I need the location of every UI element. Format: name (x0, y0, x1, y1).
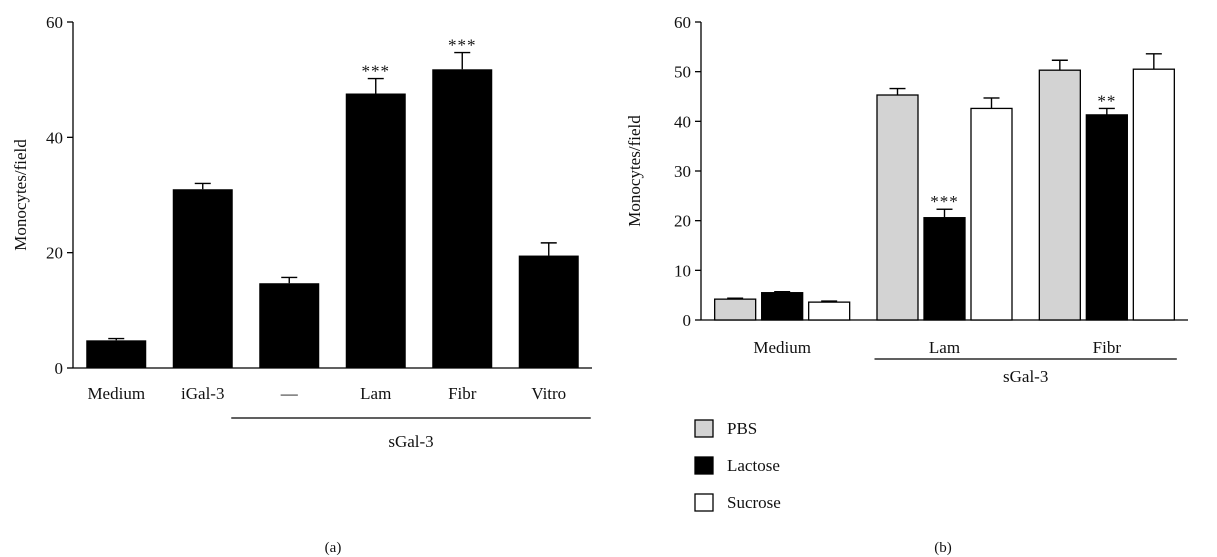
panel-label: (a) (325, 540, 342, 556)
legend-swatch (694, 419, 714, 438)
x-tick-label: Fibr (448, 384, 477, 403)
x-tick-label: iGal-3 (181, 384, 224, 403)
bar (761, 292, 804, 321)
bar (808, 301, 851, 321)
x-tick-label: Vitro (531, 384, 566, 403)
legend-swatch (694, 456, 714, 475)
bar (259, 283, 320, 368)
group-label: sGal-3 (388, 432, 433, 451)
legend-label: PBS (727, 419, 757, 438)
group-label: sGal-3 (1003, 367, 1048, 386)
bar (518, 255, 579, 368)
y-tick-label: 0 (55, 359, 64, 378)
bar (1132, 68, 1175, 321)
legend-label: Sucrose (727, 493, 781, 512)
x-tick-label: Lam (360, 384, 391, 403)
significance-marker: *** (448, 36, 477, 55)
bar (172, 189, 233, 368)
y-tick-label: 0 (683, 311, 692, 330)
bar (1085, 114, 1128, 321)
y-tick-label: 40 (46, 128, 63, 147)
panel-b-grouped-bar-chart: 0 10 20 30 40 50 60 Monocytes/field Medium *** Lam… (625, 13, 1188, 556)
y-axis-label: Monocytes/field (11, 139, 30, 251)
bar (876, 94, 919, 321)
panel-a-bar-chart: 0 20 40 60 Monocytes/field Medium iGal-3 — *** La… (11, 13, 592, 556)
y-tick-label: 60 (674, 13, 691, 32)
legend-swatch (694, 493, 714, 512)
bar (714, 298, 757, 321)
y-tick-label: 20 (46, 244, 63, 263)
panel-label: (b) (934, 540, 952, 556)
y-tick-label: 50 (674, 63, 691, 82)
x-tick-label: Medium (87, 384, 145, 403)
x-tick-label: Medium (753, 338, 811, 357)
y-tick-label: 40 (674, 112, 691, 131)
bar (432, 69, 493, 368)
bar (345, 93, 406, 369)
y-tick-label: 20 (674, 212, 691, 231)
bar (86, 340, 147, 368)
x-tick-label: Fibr (1093, 338, 1122, 357)
x-tick-label: — (280, 384, 299, 403)
bar (923, 217, 966, 321)
x-tick-label: Lam (929, 338, 960, 357)
bar (970, 107, 1013, 321)
legend-label: Lactose (727, 456, 780, 475)
bar (1038, 69, 1081, 321)
y-tick-label: 60 (46, 13, 63, 32)
significance-marker: *** (930, 192, 959, 211)
y-tick-label: 10 (674, 261, 691, 280)
y-axis-label: Monocytes/field (625, 115, 644, 227)
significance-marker: *** (362, 62, 391, 81)
y-tick-label: 30 (674, 162, 691, 181)
significance-marker: ** (1097, 91, 1116, 110)
